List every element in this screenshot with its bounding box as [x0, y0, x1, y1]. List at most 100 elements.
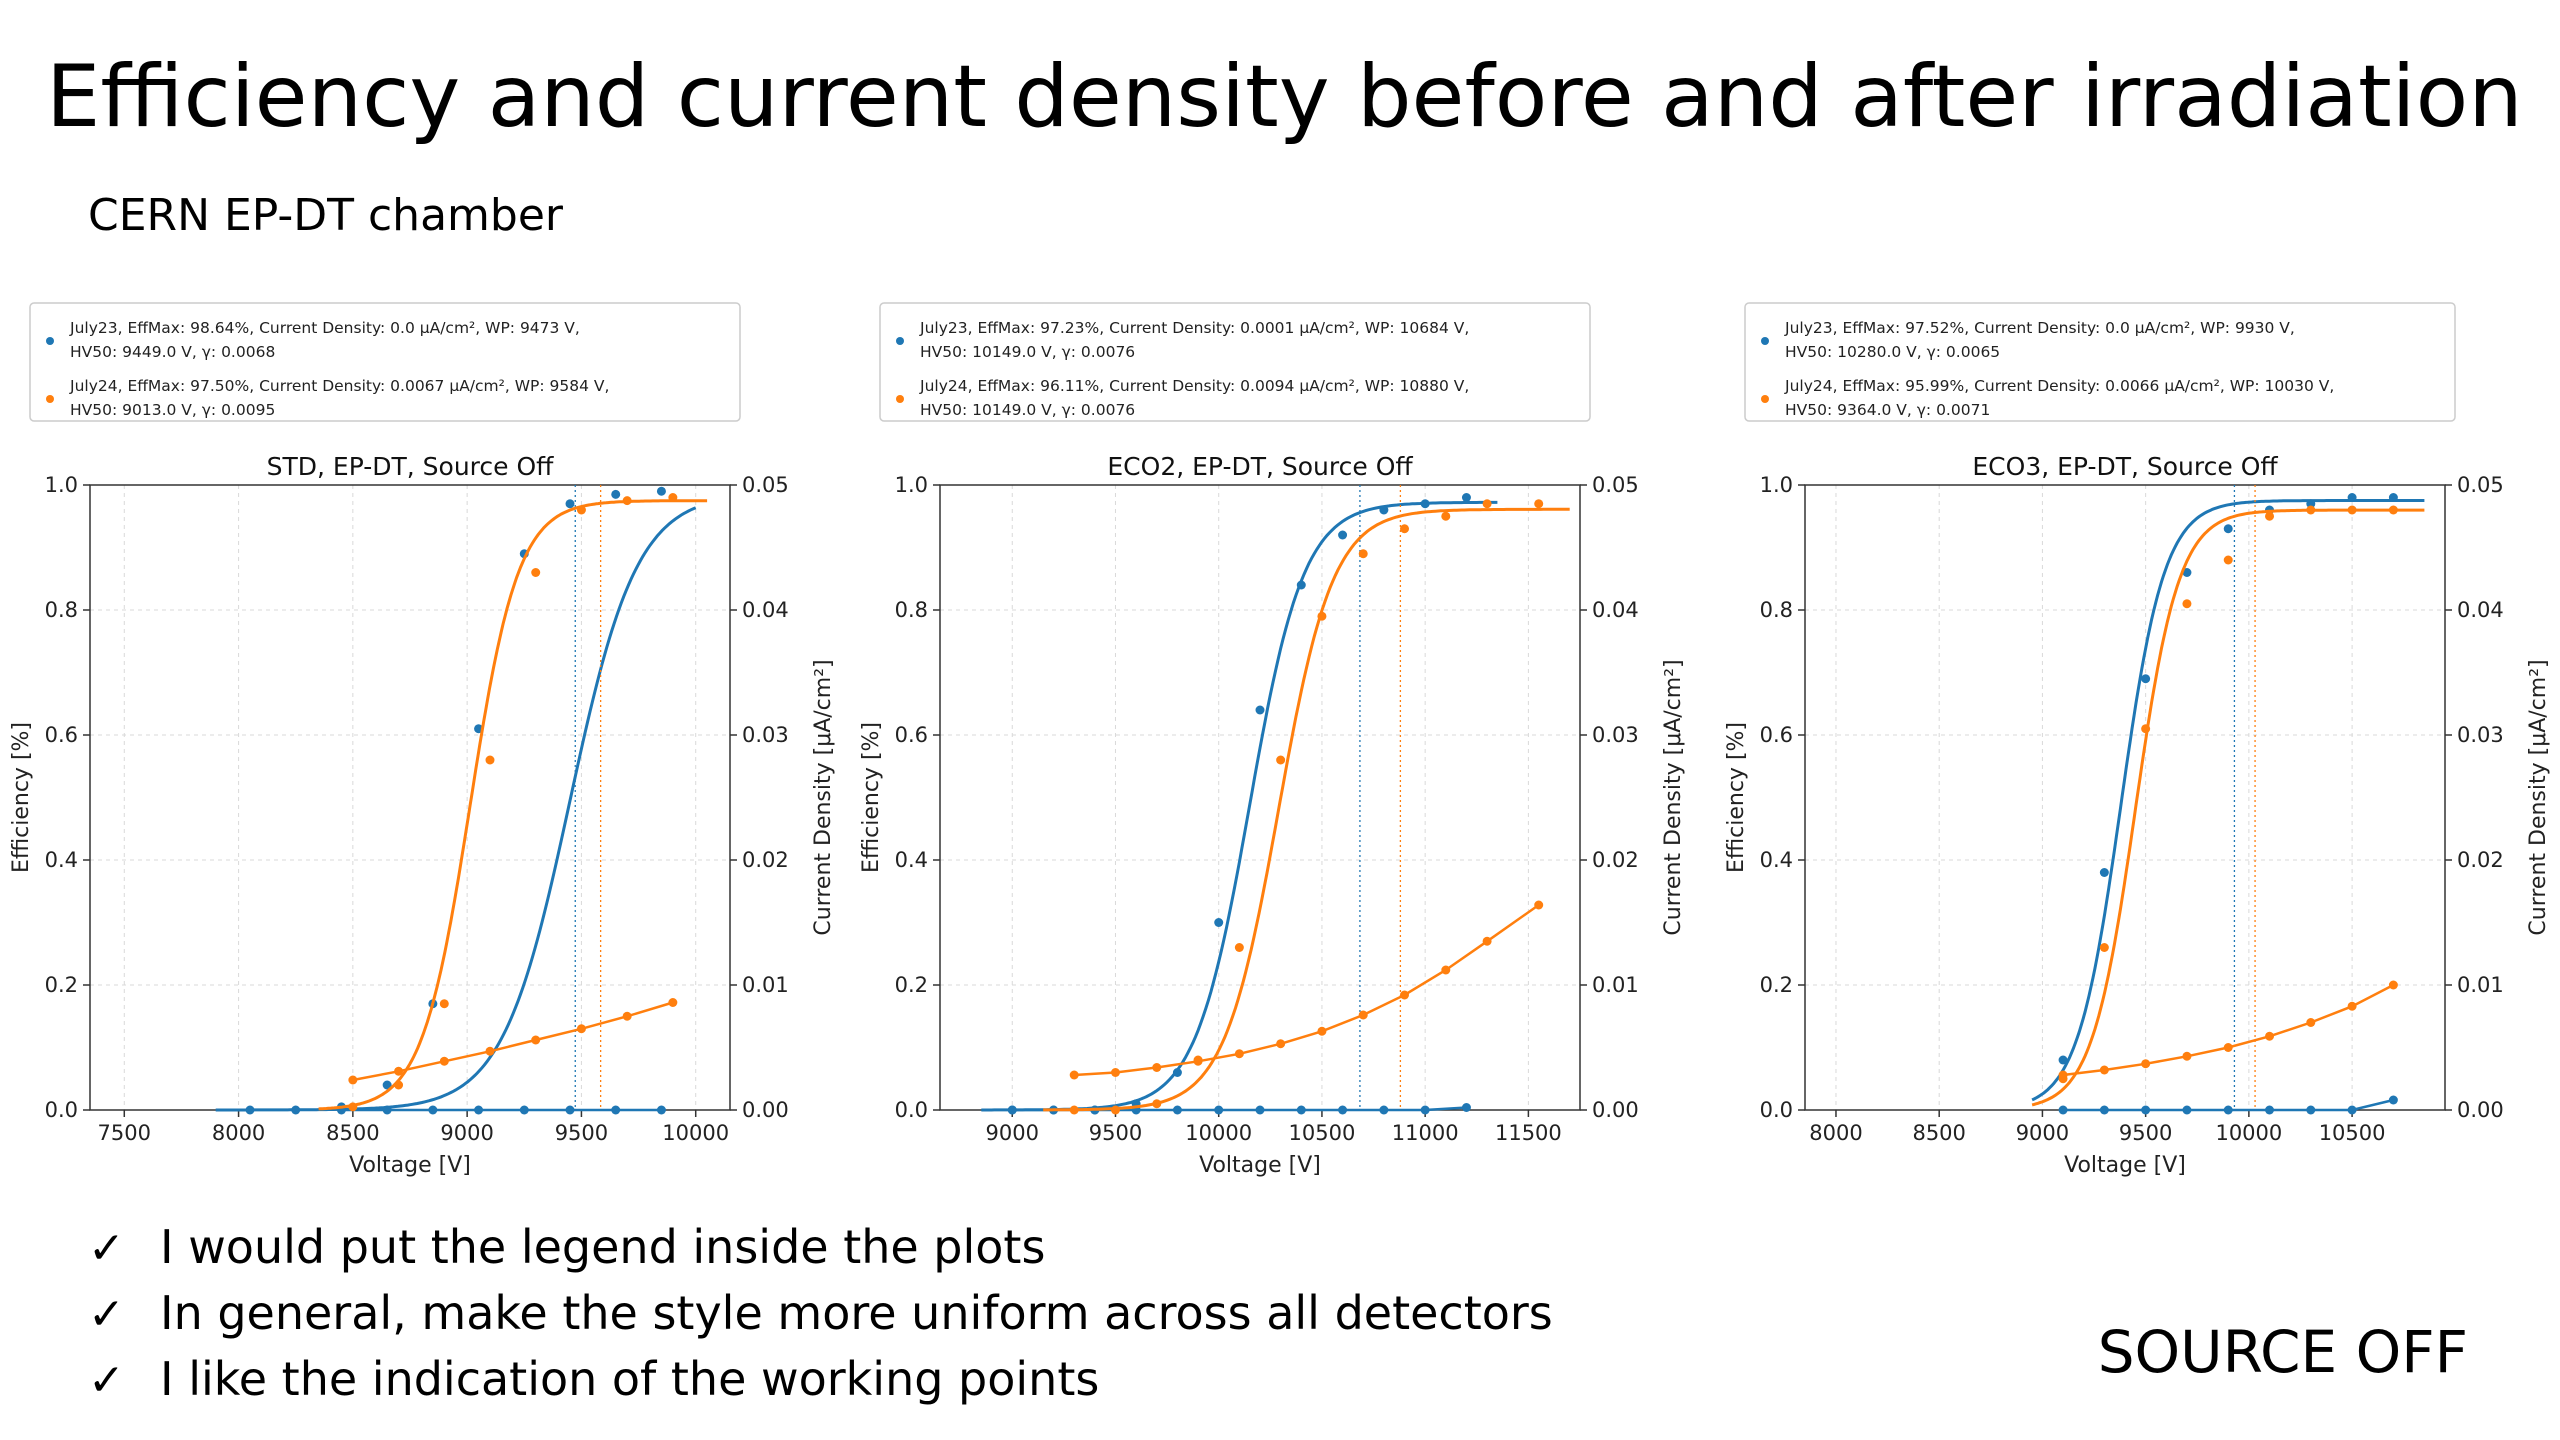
current-density-point: [1276, 1039, 1286, 1049]
y-tick-label: 0.0: [45, 1098, 78, 1122]
efficiency-point: [245, 1105, 255, 1115]
efficiency-point: [382, 1080, 392, 1090]
series-1: [215, 485, 697, 1115]
current-density-point: [1338, 1105, 1348, 1115]
plot-frame: [1804, 484, 2446, 1111]
x-tick-label: 11500: [1495, 1121, 1562, 1145]
legend-box: [1744, 302, 2456, 422]
y2-axis-label: Current Density [μA/cm²]: [2526, 659, 2551, 935]
checkmark-icon: ✓: [88, 1355, 125, 1406]
legend-marker: [46, 395, 54, 403]
efficiency-fit-line: [318, 499, 708, 1111]
chart-title: STD, EP-DT, Source Off: [267, 452, 555, 481]
current-density-point: [1255, 1105, 1265, 1115]
current-density-point: [2141, 1105, 2151, 1115]
efficiency-point: [2306, 499, 2316, 509]
x-tick-label: 10500: [2319, 1121, 2386, 1145]
legend-box: [29, 302, 741, 422]
current-density-point: [1152, 1063, 1162, 1072]
legend: July23, EffMax: 97.52%, Current Density:…: [1744, 302, 2456, 422]
efficiency-point: [1482, 499, 1492, 509]
efficiency-point: [1317, 611, 1327, 621]
legend-label: July24, EffMax: 96.11%, Current Density:…: [919, 377, 1469, 395]
legend-marker: [46, 337, 54, 345]
efficiency-point: [291, 1105, 301, 1115]
checkmark-icon: ✓: [88, 1289, 125, 1340]
current-density-point: [2388, 1095, 2398, 1105]
current-density-point: [2058, 1105, 2068, 1115]
efficiency-point: [1276, 755, 1286, 765]
x-tick-label: 10500: [1289, 1121, 1356, 1145]
chart-title: ECO2, EP-DT, Source Off: [1107, 452, 1413, 481]
legend-label: July23, EffMax: 97.52%, Current Density:…: [1784, 319, 2295, 337]
y-tick-label: 0.8: [1760, 598, 1793, 622]
comment-text: I would put the legend inside the plots: [160, 1220, 1046, 1274]
legend-label: July24, EffMax: 97.50%, Current Density:…: [69, 377, 609, 395]
y2-tick-label: 0.04: [1592, 598, 1639, 622]
x-tick-label: 8000: [212, 1121, 265, 1145]
efficiency-point: [2182, 599, 2192, 609]
current-density-point: [1110, 1068, 1120, 1077]
legend-label: July23, EffMax: 98.64%, Current Density:…: [69, 319, 580, 337]
comment-text: I like the indication of the working poi…: [160, 1352, 1100, 1406]
x-tick-label: 8500: [1912, 1121, 1965, 1145]
efficiency-point: [2347, 493, 2357, 502]
y-tick-label: 0.8: [45, 598, 78, 622]
x-tick-label: 9000: [986, 1121, 1039, 1145]
current-density-point: [565, 1105, 575, 1115]
current-density-point: [1461, 1103, 1471, 1112]
current-density-point: [531, 1035, 541, 1045]
legend-label: July24, EffMax: 95.99%, Current Density:…: [1784, 377, 2334, 395]
current-density-point: [2182, 1105, 2192, 1115]
x-tick-label: 9500: [2119, 1121, 2172, 1145]
current-density-point: [1420, 1105, 1430, 1115]
legend-label-2: HV50: 10149.0 V, γ: 0.0076: [920, 401, 1135, 419]
y-axis-label: Efficiency [%]: [859, 722, 884, 873]
current-density-point: [382, 1105, 392, 1115]
current-density-line: [2062, 983, 2394, 1077]
current-density-point: [1296, 1105, 1306, 1115]
y-tick-label: 0.6: [1760, 723, 1793, 747]
efficiency-point: [1420, 499, 1430, 509]
y2-tick-label: 0.00: [2457, 1098, 2504, 1122]
y2-tick-label: 0.02: [2457, 848, 2504, 872]
current-density-point: [1069, 1070, 1079, 1080]
efficiency-point: [2388, 493, 2398, 502]
efficiency-point: [1338, 530, 1348, 540]
y-tick-label: 0.6: [45, 723, 78, 747]
current-density-point: [1234, 1049, 1244, 1059]
efficiency-fit-line: [2031, 499, 2425, 1102]
source-off-label: SOURCE OFF: [2097, 1318, 2468, 1386]
efficiency-point: [576, 505, 586, 515]
current-density-point: [2223, 1105, 2233, 1115]
legend-label: July23, EffMax: 97.23%, Current Density:…: [919, 319, 1469, 337]
current-density-point: [1379, 1105, 1389, 1115]
x-tick-label: 9500: [555, 1121, 608, 1145]
efficiency-point: [1172, 1068, 1182, 1077]
current-density-point: [576, 1024, 586, 1034]
y-tick-label: 0.2: [1760, 973, 1793, 997]
current-density-line: [352, 1001, 674, 1082]
efficiency-point: [2182, 568, 2192, 577]
chart-title: ECO3, EP-DT, Source Off: [1972, 452, 2278, 481]
legend-label-2: HV50: 10280.0 V, γ: 0.0065: [1785, 343, 2000, 361]
efficiency-point: [348, 1102, 358, 1112]
legend-marker: [896, 337, 904, 345]
efficiency-point: [2141, 674, 2151, 684]
y2-tick-label: 0.05: [1592, 473, 1639, 497]
current-density-point: [2388, 980, 2398, 990]
efficiency-point: [2265, 511, 2275, 521]
efficiency-point: [1441, 511, 1451, 521]
current-density-point: [2223, 1043, 2233, 1052]
legend-label-2: HV50: 9449.0 V, γ: 0.0068: [70, 343, 275, 361]
current-density-point: [1400, 990, 1410, 1000]
current-density-point: [2141, 1059, 2151, 1069]
legend: July23, EffMax: 97.23%, Current Density:…: [879, 302, 1591, 422]
y2-tick-label: 0.01: [742, 973, 789, 997]
efficiency-point: [1255, 705, 1265, 715]
efficiency-point: [1069, 1105, 1079, 1115]
plot-frame: [89, 484, 731, 1111]
efficiency-point: [1461, 493, 1471, 502]
y-axis-label: Efficiency [%]: [9, 722, 34, 873]
efficiency-fit-line: [2031, 508, 2425, 1107]
